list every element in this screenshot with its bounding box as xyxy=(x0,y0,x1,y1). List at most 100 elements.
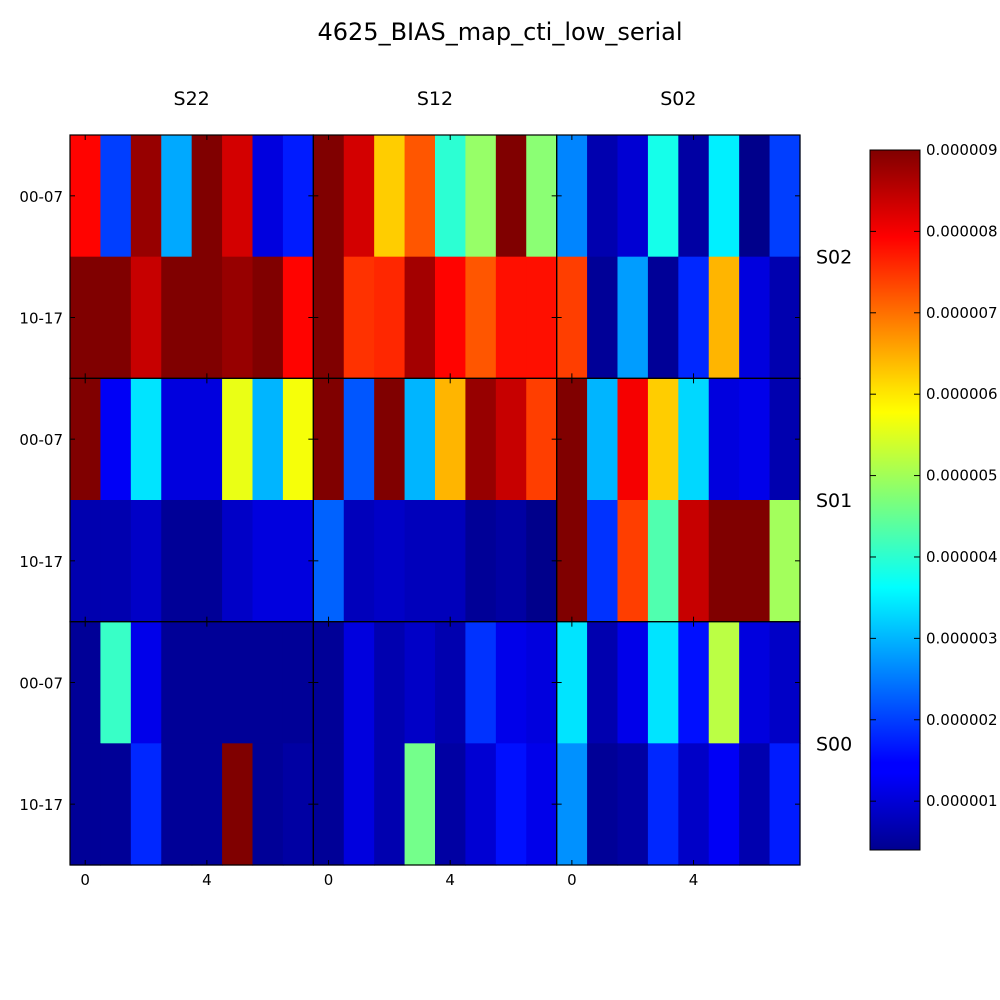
heatmap-cell xyxy=(708,256,740,379)
heatmap-cell xyxy=(587,621,619,744)
heatmap-cell xyxy=(130,256,162,379)
heatmap-cell xyxy=(647,500,679,623)
heatmap-cell xyxy=(495,378,527,501)
heatmap-cell xyxy=(708,743,740,866)
y-tick-label: 00-07 xyxy=(19,674,63,692)
heatmap-cell xyxy=(647,378,679,501)
heatmap-cell xyxy=(313,256,345,379)
heatmap-cell xyxy=(374,256,406,379)
heatmap-cell xyxy=(374,135,406,258)
y-tick-label: 00-07 xyxy=(19,431,63,449)
heatmap-cell xyxy=(130,743,162,866)
heatmap-cell xyxy=(465,135,497,258)
colorbar-tick-label: 0.000006 xyxy=(926,385,998,403)
heatmap-cell xyxy=(161,500,193,623)
heatmap-cell xyxy=(252,135,284,258)
heatmap-cell xyxy=(161,256,193,379)
heatmap-cell xyxy=(222,500,254,623)
heatmap-cell xyxy=(617,256,649,379)
heatmap-cells xyxy=(70,135,801,866)
heatmap-cell xyxy=(374,378,406,501)
heatmap-cell xyxy=(191,500,223,623)
heatmap-cell xyxy=(678,378,710,501)
colorbar-tick-label: 0.000003 xyxy=(926,629,998,647)
heatmap-cell xyxy=(435,378,467,501)
heatmap-cell xyxy=(465,256,497,379)
heatmap-cell xyxy=(343,135,375,258)
heatmap-cell xyxy=(678,621,710,744)
heatmap-cell xyxy=(404,378,436,501)
heatmap-cell xyxy=(313,378,345,501)
heatmap-cell xyxy=(435,621,467,744)
axis-labels: S22 S12 S02S02S01S0000-0710-1700-0710-1700… xyxy=(19,88,852,889)
heatmap-cell xyxy=(161,621,193,744)
x-tick-label: 4 xyxy=(689,871,699,889)
heatmap-cell xyxy=(739,135,771,258)
heatmap-cell xyxy=(252,500,284,623)
heatmap-cell xyxy=(739,256,771,379)
heatmap-cell xyxy=(313,621,345,744)
heatmap-cell xyxy=(587,500,619,623)
heatmap-cell xyxy=(556,621,588,744)
heatmap-cell xyxy=(678,135,710,258)
heatmap-cell xyxy=(222,743,254,866)
colorbar-tick-label: 0.000008 xyxy=(926,222,998,240)
heatmap-cell xyxy=(708,621,740,744)
heatmap-cell xyxy=(70,500,102,623)
heatmap-cell xyxy=(678,743,710,866)
heatmap-cell xyxy=(374,500,406,623)
heatmap-cell xyxy=(465,378,497,501)
heatmap-cell xyxy=(313,500,345,623)
heatmap-cell xyxy=(495,743,527,866)
heatmap-cell xyxy=(100,135,132,258)
panel-grid xyxy=(69,134,801,866)
y-tick-label: 00-07 xyxy=(19,188,63,206)
heatmap-cell xyxy=(191,743,223,866)
colorbar-tick-label: 0.000009 xyxy=(926,141,998,159)
colorbar-tick-label: 0.000001 xyxy=(926,792,998,810)
heatmap-cell xyxy=(465,500,497,623)
column-label: S02 xyxy=(660,88,696,110)
heatmap-cell xyxy=(617,743,649,866)
heatmap-cell xyxy=(435,135,467,258)
heatmap-cell xyxy=(556,135,588,258)
heatmap-cell xyxy=(617,135,649,258)
heatmap-cell xyxy=(100,500,132,623)
heatmap-cell xyxy=(647,621,679,744)
heatmap-cell xyxy=(222,135,254,258)
colorbar: 0.000001 0.000002 0.000003 0.000004 0.000005… xyxy=(869,141,998,851)
heatmap-cell xyxy=(191,378,223,501)
heatmap-cell xyxy=(191,135,223,258)
x-tick-label: 0 xyxy=(567,871,577,889)
heatmap-cell xyxy=(313,135,345,258)
y-tick-label: 10-17 xyxy=(19,310,63,328)
heatmap-cell xyxy=(465,621,497,744)
heatmap-cell xyxy=(100,743,132,866)
heatmap-cell xyxy=(647,256,679,379)
heatmap-cell xyxy=(435,743,467,866)
heatmap-cell xyxy=(70,135,102,258)
heatmap-cell xyxy=(587,256,619,379)
panel-border xyxy=(556,621,801,866)
heatmap-cell xyxy=(708,135,740,258)
heatmap-cell xyxy=(404,621,436,744)
heatmap-cell xyxy=(587,378,619,501)
heatmap-cell xyxy=(556,378,588,501)
heatmap-cell xyxy=(130,621,162,744)
heatmap-cell xyxy=(617,500,649,623)
heatmap-cell xyxy=(495,621,527,744)
heatmap-cell xyxy=(343,378,375,501)
heatmap-cell xyxy=(343,743,375,866)
heatmap-cell xyxy=(191,256,223,379)
heatmap-cell xyxy=(374,621,406,744)
colorbar-tick-label: 0.000004 xyxy=(926,548,998,566)
heatmap-cell xyxy=(222,621,254,744)
heatmap-cell xyxy=(313,743,345,866)
heatmap-cell xyxy=(708,378,740,501)
heatmap-cell xyxy=(343,500,375,623)
x-tick-label: 0 xyxy=(80,871,90,889)
column-label: S22 xyxy=(174,88,210,110)
heatmap-cell xyxy=(404,743,436,866)
heatmap-cell xyxy=(647,135,679,258)
